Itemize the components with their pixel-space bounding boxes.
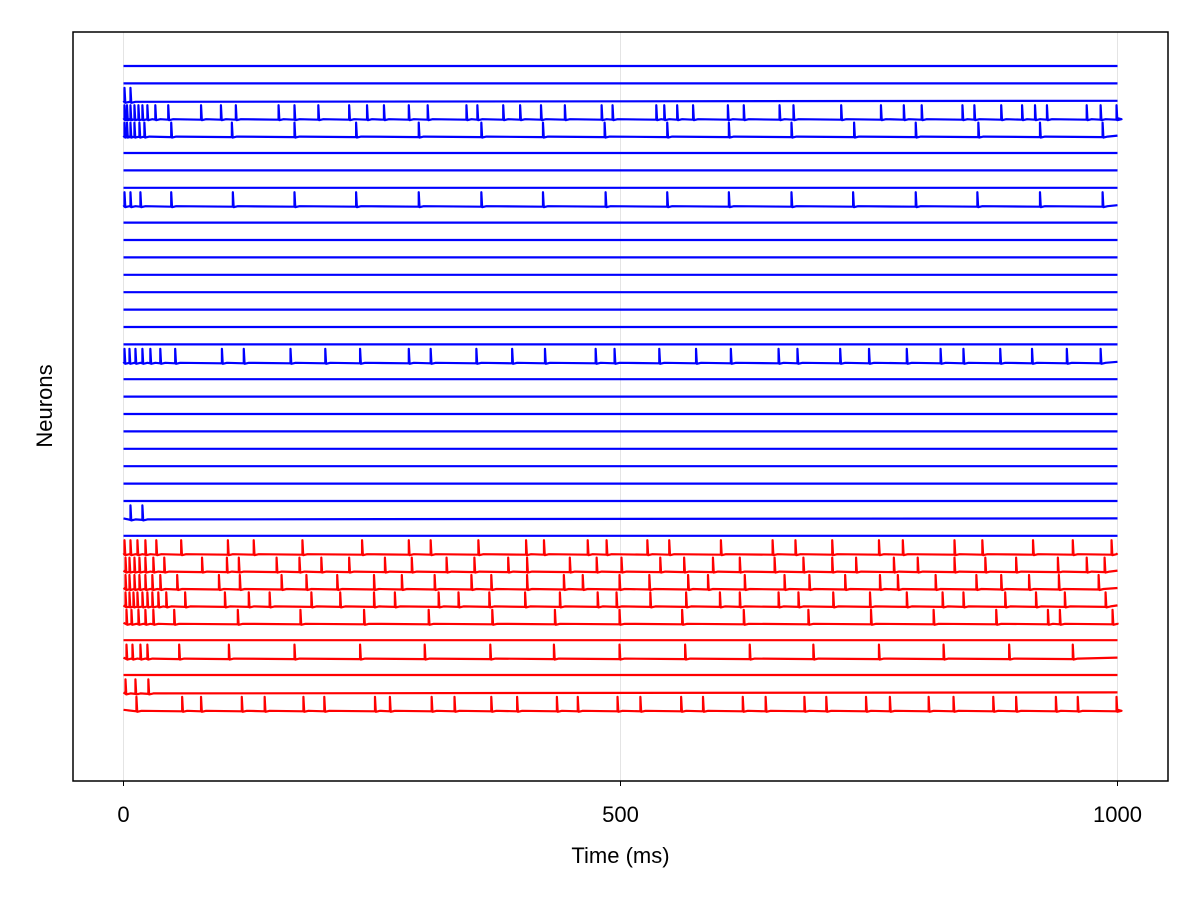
grid-lines — [123, 32, 1118, 781]
membrane-trace-line — [122, 556, 1118, 574]
neuron-trace-31 — [122, 573, 1118, 592]
neuron-trace-32 — [122, 591, 1118, 609]
neuron-trace-29 — [122, 539, 1119, 557]
membrane-trace-line — [122, 539, 1119, 557]
membrane-trace-line — [123, 608, 1119, 626]
neuron-trace-5 — [122, 121, 1118, 139]
neuron-trace-35 — [123, 643, 1118, 661]
neuron-trace-37 — [122, 678, 1118, 696]
neuron-trace-3 — [122, 86, 1118, 104]
neuron-trace-9 — [122, 191, 1118, 209]
neuron-trace-4 — [122, 104, 1123, 122]
membrane-trace-line — [123, 695, 1123, 713]
x-axis-label: Time (ms) — [571, 843, 669, 868]
neuron-trace-30 — [122, 556, 1118, 574]
x-axis-ticks: 0 500 1000 — [117, 781, 1142, 827]
membrane-trace-line — [122, 104, 1123, 122]
neuron-traces — [122, 64, 1123, 713]
membrane-trace-line — [122, 573, 1118, 592]
neuron-trace-27 — [123, 504, 1118, 522]
y-axis-label: Neurons — [32, 364, 57, 447]
x-tick-label: 1000 — [1093, 802, 1142, 827]
x-tick-label: 500 — [602, 802, 639, 827]
neuron-trace-38 — [123, 695, 1123, 713]
membrane-trace-line — [123, 643, 1118, 661]
neuron-trace-18 — [122, 347, 1118, 365]
neuron-trace-33 — [123, 608, 1119, 626]
x-tick-label: 0 — [117, 802, 129, 827]
